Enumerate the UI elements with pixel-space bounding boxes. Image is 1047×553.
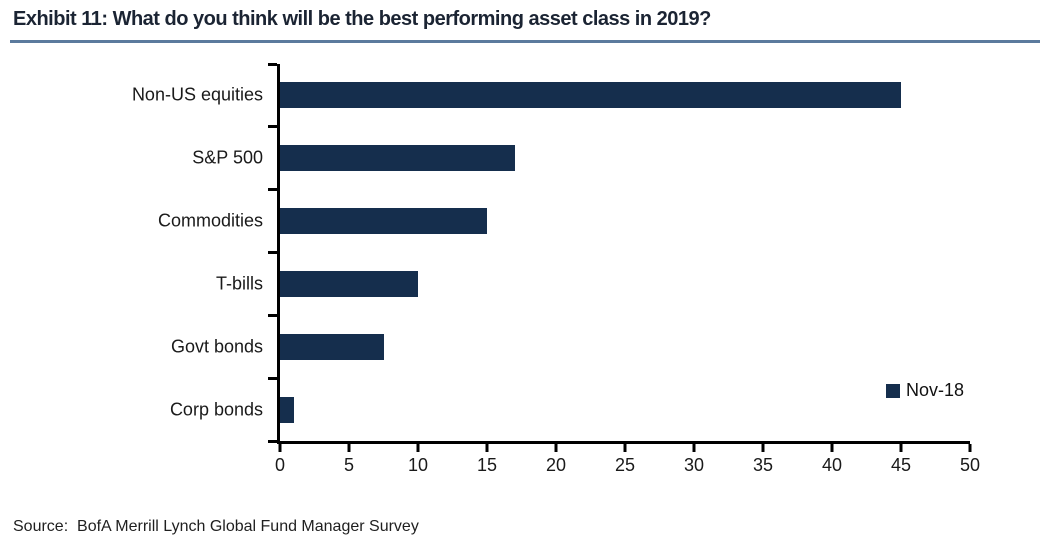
x-axis-label-50: 50: [959, 455, 981, 475]
x-axis-label-20: 20: [545, 455, 567, 475]
y-axis-tick: [268, 251, 277, 254]
y-axis-tick: [268, 188, 277, 192]
category-label-s-p-500: S&P 500: [192, 147, 263, 168]
x-axis-tick: [761, 444, 765, 452]
x-axis-label-5: 5: [343, 455, 355, 475]
category-label-non-us-equities: Non-US equities: [131, 84, 263, 105]
legend-label: Nov-18: [906, 380, 965, 400]
x-axis-label-25: 25: [614, 455, 636, 475]
source-note: Source: BofA Merrill Lynch Global Fund M…: [13, 518, 419, 535]
x-axis-tick: [830, 444, 834, 452]
y-axis-tick: [268, 313, 277, 317]
x-axis-tick: [899, 444, 903, 452]
x-axis-label-35: 35: [752, 455, 774, 475]
x-axis-label-45: 45: [890, 455, 912, 475]
y-axis-tick: [268, 125, 277, 129]
x-axis-tick: [416, 444, 420, 452]
category-label-commodities: Commodities: [157, 210, 263, 231]
legend: Nov-18: [886, 380, 964, 401]
bar-non-us-equities: [280, 82, 901, 109]
chart-row-t-bills: T-bills: [216, 253, 970, 316]
x-axis-tick: [347, 444, 351, 452]
category-label-corp-bonds: Corp bonds: [169, 399, 263, 420]
title-rule: [10, 40, 1040, 43]
bar-govt-bonds: [280, 333, 384, 360]
y-axis-tick: [268, 62, 277, 66]
y-axis-tick: [268, 439, 277, 443]
bar-corp-bonds: [280, 396, 294, 423]
category-label-t-bills: T-bills: [215, 273, 263, 294]
plot-area: Non-US equities S&P 500 Commodities T-bills…: [132, 62, 980, 475]
bar-commodities: [280, 208, 487, 235]
chart-row-corp-bonds: Corp bonds: [170, 378, 970, 441]
legend-swatch-icon: [886, 383, 900, 398]
x-axis-label-40: 40: [821, 455, 843, 475]
x-axis-label-30: 30: [683, 455, 705, 475]
y-axis-tick: [268, 376, 277, 380]
x-axis-tick: [278, 444, 282, 452]
x-axis-tick: [485, 444, 489, 452]
chart-row-govt-bonds: Govt bonds: [171, 315, 970, 378]
x-axis-label-0: 0: [274, 455, 286, 475]
x-axis-tick: [968, 444, 972, 452]
category-label-govt-bonds: Govt bonds: [170, 336, 263, 357]
x-axis-label-10: 10: [407, 455, 429, 475]
x-axis-label-15: 15: [476, 455, 498, 475]
x-axis-tick: [623, 444, 627, 452]
chart-row-commodities: Commodities: [158, 190, 970, 253]
x-axis-tick: [692, 444, 696, 452]
chart-row-non-us-equities: Non-US equities: [132, 64, 970, 127]
bar-s-p-500: [280, 145, 515, 172]
bar-t-bills: [280, 270, 418, 297]
chart-title: Exhibit 11: What do you think will be th…: [13, 8, 711, 30]
x-axis-tick: [554, 444, 558, 452]
chart-row-s-p-500: S&P 500: [192, 127, 970, 190]
